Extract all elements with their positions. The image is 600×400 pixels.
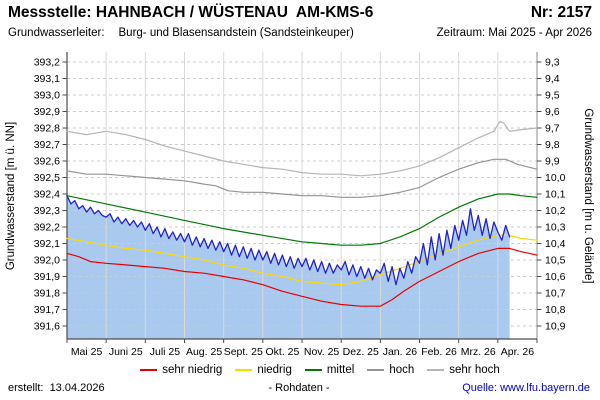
y-tick-label-left: 392,8 xyxy=(34,123,60,135)
y-tick-label-right: 9,5 xyxy=(545,90,560,102)
x-tick-label: Juni 25 xyxy=(109,346,143,358)
y-tick-label-right: 10,7 xyxy=(545,288,566,300)
ref-line-mittel xyxy=(66,193,538,246)
x-tick-label: Mai 25 xyxy=(71,346,103,358)
y-tick-label-right: 10,2 xyxy=(545,205,566,217)
legend-item-hoch: hoch xyxy=(367,364,414,376)
aquifer-info: Grundwasserleiter: Burg- und Blasensandst… xyxy=(8,27,354,39)
legend-item-sehr-hoch: sehr hoch xyxy=(427,364,500,376)
y-tick-label-right: 10,6 xyxy=(545,271,566,283)
y-tick-label-right: 9,3 xyxy=(545,57,560,69)
page-title: Messstelle: HAHNBACH / WÜSTENAU AM-KMS-6 xyxy=(8,4,374,21)
x-tick-label: Apr. 26 xyxy=(501,346,534,358)
x-tick-label: Jan. 26 xyxy=(383,346,418,358)
raw-data-line xyxy=(66,195,511,286)
y-tick-label-left: 392,5 xyxy=(34,172,60,184)
y-tick-label-left: 393,0 xyxy=(34,90,60,102)
title-row: Messstelle: HAHNBACH / WÜSTENAU AM-KMS-6… xyxy=(8,4,592,22)
legend-label: sehr niedrig xyxy=(162,364,223,376)
legend-swatch xyxy=(304,369,322,371)
y-tick-label-left: 392,3 xyxy=(34,205,60,217)
period-label: Zeitraum: Mai 2025 - Apr 2026 xyxy=(436,27,592,39)
y-tick-label-left: 392,9 xyxy=(34,106,60,118)
source-link[interactable]: Quelle: www.lfu.bayern.de xyxy=(462,382,590,394)
aquifer-label: Grundwasserleiter: xyxy=(8,27,105,39)
y-tick-label-left: 393,2 xyxy=(34,57,60,69)
y-tick-label-right: 10,1 xyxy=(545,189,566,201)
chart-legend: sehr niedrig niedrig mittel hoch sehr hoch xyxy=(60,364,580,376)
y-tick-label-right: 9,6 xyxy=(545,106,560,118)
ref-line-sehr-hoch xyxy=(66,120,538,177)
x-tick-label: Nov. 25 xyxy=(304,346,340,358)
legend-item-sehr-niedrig: sehr niedrig xyxy=(140,364,222,376)
x-tick-label: Mrz. 26 xyxy=(461,346,496,358)
ref-line-sehr-niedrig xyxy=(66,247,538,307)
y-tick-label-left: 391,8 xyxy=(34,288,60,300)
y-axis-title-right: Grundwasserstand [m u. Gelände] xyxy=(582,108,594,283)
x-tick-label: Juli 25 xyxy=(150,346,181,358)
y-tick-label-right: 9,9 xyxy=(545,156,560,168)
subtitle-row: Grundwasserleiter: Burg- und Blasensandst… xyxy=(8,27,592,39)
aquifer-name: Burg- und Blasensandstein (Sandsteinkeup… xyxy=(118,27,354,39)
footer: erstellt: 13.04.2026 - Rohdaten - Quelle… xyxy=(8,382,590,394)
legend-item-niedrig: niedrig xyxy=(235,364,292,376)
y-tick-label-left: 391,9 xyxy=(34,271,60,283)
y-tick-label-left: 392,0 xyxy=(34,255,60,267)
y-tick-label-left: 391,7 xyxy=(34,304,60,316)
y-tick-label-left: 392,7 xyxy=(34,139,60,151)
x-tick-label: Feb. 26 xyxy=(421,346,457,358)
y-tick-label-right: 10,3 xyxy=(545,222,566,234)
y-tick-label-left: 391,6 xyxy=(34,321,60,333)
legend-label: niedrig xyxy=(257,364,292,376)
x-tick-label: Okt. 25 xyxy=(265,346,299,358)
y-tick-label-right: 9,8 xyxy=(545,139,560,151)
x-tick-label: Dez. 25 xyxy=(343,346,379,358)
y-tick-label-right: 10,5 xyxy=(545,255,566,267)
y-tick-label-right: 10,8 xyxy=(545,304,566,316)
legend-swatch xyxy=(140,369,158,371)
y-tick-label-left: 392,1 xyxy=(34,238,60,250)
y-tick-label-right: 9,7 xyxy=(545,123,560,135)
legend-label: hoch xyxy=(389,364,415,376)
y-tick-label-left: 392,4 xyxy=(34,189,60,201)
x-tick-label: Aug. 25 xyxy=(186,346,222,358)
x-tick-label: Sept. 25 xyxy=(224,346,263,358)
legend-swatch xyxy=(235,369,253,371)
ref-line-niedrig xyxy=(66,234,538,286)
y-tick-label-right: 10,0 xyxy=(545,172,566,184)
y-tick-label-left: 393,1 xyxy=(34,73,60,85)
created-date: erstellt: 13.04.2026 xyxy=(8,382,105,394)
y-tick-label-right: 10,9 xyxy=(545,321,566,333)
y-axis-title-left: Grundwasserstand [m ü. NN] xyxy=(5,122,17,270)
legend-swatch xyxy=(427,369,445,371)
y-tick-label-right: 10,4 xyxy=(545,238,566,250)
legend-item-mittel: mittel xyxy=(304,364,355,376)
legend-swatch xyxy=(367,369,385,371)
y-tick-label-left: 392,2 xyxy=(34,222,60,234)
raw-data-fill xyxy=(67,195,510,339)
legend-label: sehr hoch xyxy=(449,364,500,376)
ref-line-hoch xyxy=(66,158,538,198)
y-tick-label-right: 9,4 xyxy=(545,73,560,85)
y-tick-label-left: 392,6 xyxy=(34,156,60,168)
station-number: Nr: 2157 xyxy=(530,4,592,21)
legend-label: mittel xyxy=(326,364,355,376)
